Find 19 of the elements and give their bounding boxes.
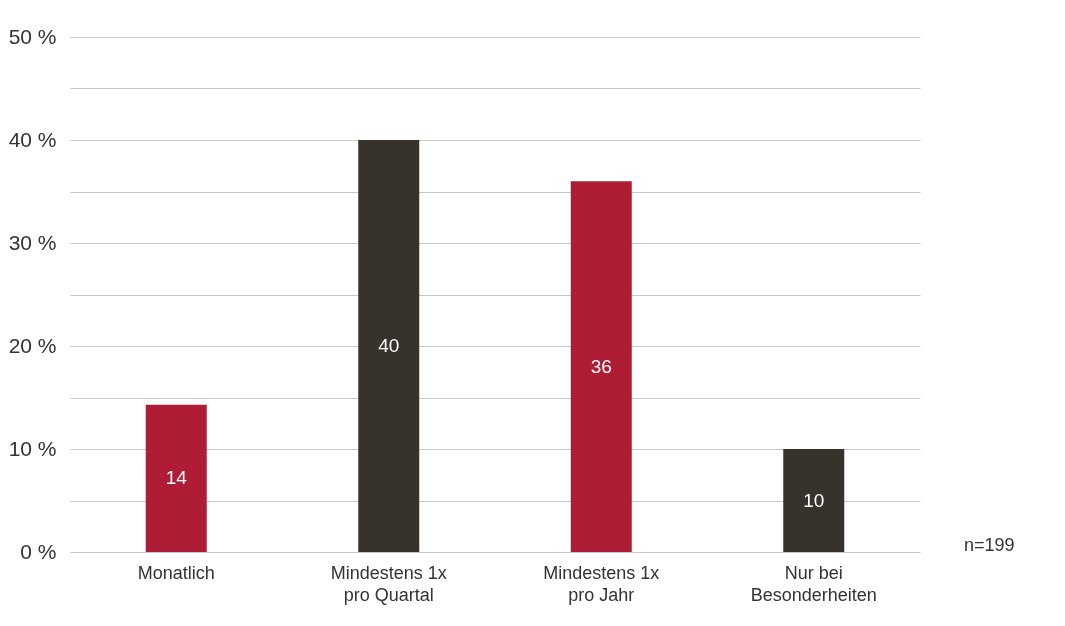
x-tick-label: Mindestens 1x pro Jahr (543, 562, 660, 605)
data-label: 10 (803, 489, 825, 511)
bar (570, 181, 632, 552)
data-label: 36 (590, 355, 612, 377)
data-label: 40 (378, 335, 400, 356)
data-label: 14 (165, 467, 188, 489)
bar (145, 404, 207, 552)
y-tick-label: 40 % (8, 127, 57, 151)
x-tick-label: Nur bei Besonderheiten (750, 562, 877, 605)
y-tick-label: 0 % (20, 539, 57, 563)
bar (783, 449, 845, 552)
bar (358, 140, 420, 552)
y-tick-label: 20 % (8, 333, 57, 357)
y-tick-label: 10 % (8, 436, 57, 460)
y-tick-label: 30 % (8, 230, 57, 254)
text: n=199 (964, 535, 1015, 555)
y-tick-label: 50 % (8, 24, 57, 48)
x-tick-label: Mindestens 1x pro Quartal (330, 562, 447, 605)
x-tick-label: Monatlich (137, 562, 215, 583)
